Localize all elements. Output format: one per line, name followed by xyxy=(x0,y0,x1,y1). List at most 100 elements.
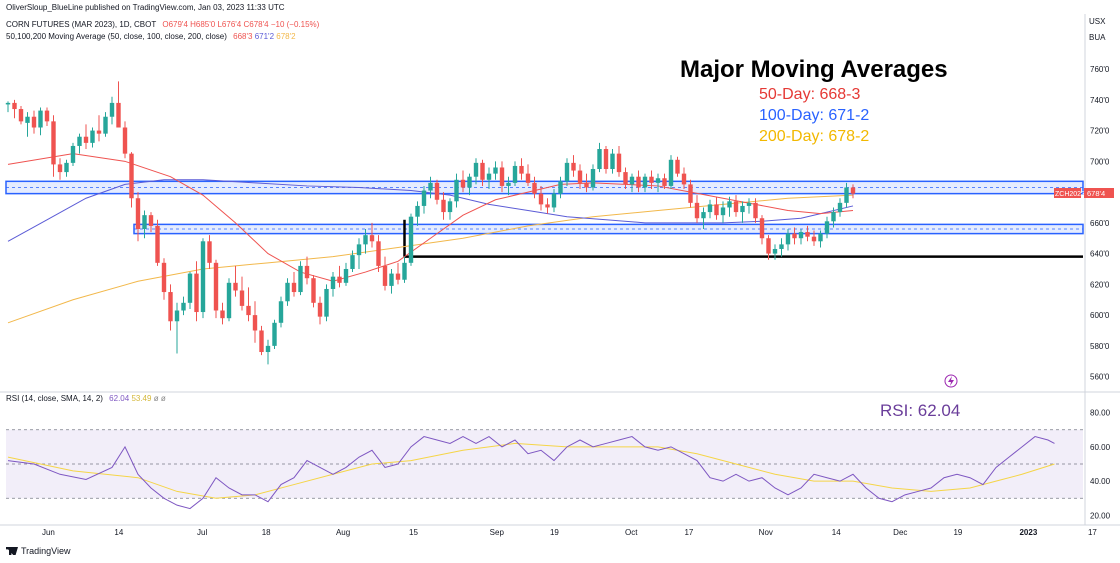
candle-body xyxy=(57,164,63,173)
candle-body xyxy=(395,273,401,280)
rsi-tick-label: 20.00 xyxy=(1090,511,1111,520)
candle-body xyxy=(252,315,258,331)
candle-body xyxy=(337,276,342,283)
candle-body xyxy=(122,127,128,154)
candles-layer xyxy=(5,81,856,365)
price-tick-label: 580'0 xyxy=(1090,342,1110,351)
time-tick-label: 2023 xyxy=(1019,528,1037,537)
annotation-ma200: 200-Day: 678-2 xyxy=(759,128,869,145)
grid-lines xyxy=(0,14,1120,526)
candle-body xyxy=(642,176,648,188)
last-price-tag: ZCH2023 xyxy=(1055,191,1085,198)
lightning-icon[interactable] xyxy=(944,374,958,388)
candle-body xyxy=(584,182,589,188)
rsi-legend[interactable]: RSI (14, close, SMA, 14, 2) 62.04 53.49 … xyxy=(6,394,166,403)
candle-body xyxy=(168,292,173,322)
price-tick-label: 740'0 xyxy=(1090,96,1110,105)
candle-body xyxy=(798,232,804,239)
candle-body xyxy=(382,265,388,286)
candle-body xyxy=(831,212,836,222)
candle-body xyxy=(135,198,141,229)
ma100-value: 671'2 xyxy=(254,32,275,41)
candle-body xyxy=(766,238,771,254)
ohlc-low: L676'4 xyxy=(217,20,242,29)
candle-body xyxy=(363,235,368,245)
rsi-line xyxy=(7,435,1055,510)
candle-body xyxy=(499,167,505,186)
candle-body xyxy=(467,176,472,188)
candle-body xyxy=(233,282,238,291)
candle-body xyxy=(83,136,89,143)
price-tick-label: 660'0 xyxy=(1090,219,1110,228)
symbol-legend[interactable]: CORN FUTURES (MAR 2023), 1D, CBOT O679'4… xyxy=(6,20,319,29)
symbol-title: CORN FUTURES (MAR 2023), 1D, CBOT xyxy=(6,20,157,29)
candle-body xyxy=(103,116,108,134)
candle-body xyxy=(194,273,199,313)
candle-body xyxy=(681,173,687,185)
candle-body xyxy=(714,204,719,216)
candle-body xyxy=(161,262,167,293)
time-tick-label: Jul xyxy=(197,528,207,537)
candle-body xyxy=(727,201,732,208)
price-tick-label: 620'0 xyxy=(1090,280,1110,289)
candle-body xyxy=(129,153,134,199)
candle-body xyxy=(649,176,654,183)
rsi-tick-label: 80.00 xyxy=(1090,409,1111,418)
ohlc-open: O679'4 xyxy=(162,20,188,29)
currency-usx: USX xyxy=(1089,17,1106,26)
candle-body xyxy=(564,162,570,182)
candle-body xyxy=(707,204,713,213)
candle-body xyxy=(688,184,693,203)
tradingview-logo[interactable]: TradingView xyxy=(6,546,71,556)
candle-body xyxy=(551,193,557,208)
candle-body xyxy=(434,182,440,200)
zones-layer xyxy=(5,180,1084,258)
candle-body xyxy=(298,265,303,293)
candle-body xyxy=(376,241,381,266)
time-tick-label: Aug xyxy=(336,528,350,537)
candle-body xyxy=(44,110,50,122)
time-tick-label: Oct xyxy=(625,528,638,537)
currency-bua: BUA xyxy=(1089,33,1106,42)
candle-body xyxy=(772,248,778,254)
candle-body xyxy=(38,110,43,128)
rsi-title: RSI (14, close, SMA, 14, 2) xyxy=(6,394,103,403)
rsi-ma-value: 53.49 xyxy=(131,394,152,403)
time-tick-label: Nov xyxy=(759,528,773,537)
rsi-band xyxy=(6,429,1083,499)
candle-body xyxy=(324,288,329,317)
candle-body xyxy=(142,215,147,229)
ohlc-change: −10 (−0.15%) xyxy=(270,20,320,29)
rsi-value: 62.04 xyxy=(109,394,130,403)
candle-body xyxy=(415,205,420,217)
candle-body xyxy=(623,172,628,185)
candle-body xyxy=(356,244,362,256)
last-price-tag-bg xyxy=(1054,188,1081,198)
ma-legend[interactable]: 50,100,200 Moving Average (50, close, 10… xyxy=(6,32,296,41)
ohlc-close: C678'4 xyxy=(243,20,269,29)
candle-body xyxy=(603,149,609,170)
candle-body xyxy=(746,202,752,206)
candle-body xyxy=(662,178,667,186)
candle-body xyxy=(616,153,622,173)
candle-body xyxy=(428,182,433,191)
candle-body xyxy=(447,201,453,213)
candle-body xyxy=(779,244,784,249)
candle-body xyxy=(330,276,336,289)
candle-body xyxy=(733,201,739,213)
candle-body xyxy=(805,232,810,237)
candle-body xyxy=(291,282,297,293)
time-tick-label: 15 xyxy=(409,528,418,537)
candle-body xyxy=(96,130,102,134)
ma200-value: 678'2 xyxy=(276,32,296,41)
candle-body xyxy=(668,159,674,186)
candle-body xyxy=(473,162,479,177)
candle-body xyxy=(655,178,661,183)
candle-body xyxy=(31,116,37,128)
annotation-ma50: 50-Day: 668-3 xyxy=(759,86,860,103)
time-tick-label: Jun xyxy=(42,528,55,537)
candle-body xyxy=(174,310,180,322)
time-tick-label: 14 xyxy=(832,528,841,537)
rsi-layer xyxy=(6,429,1083,510)
